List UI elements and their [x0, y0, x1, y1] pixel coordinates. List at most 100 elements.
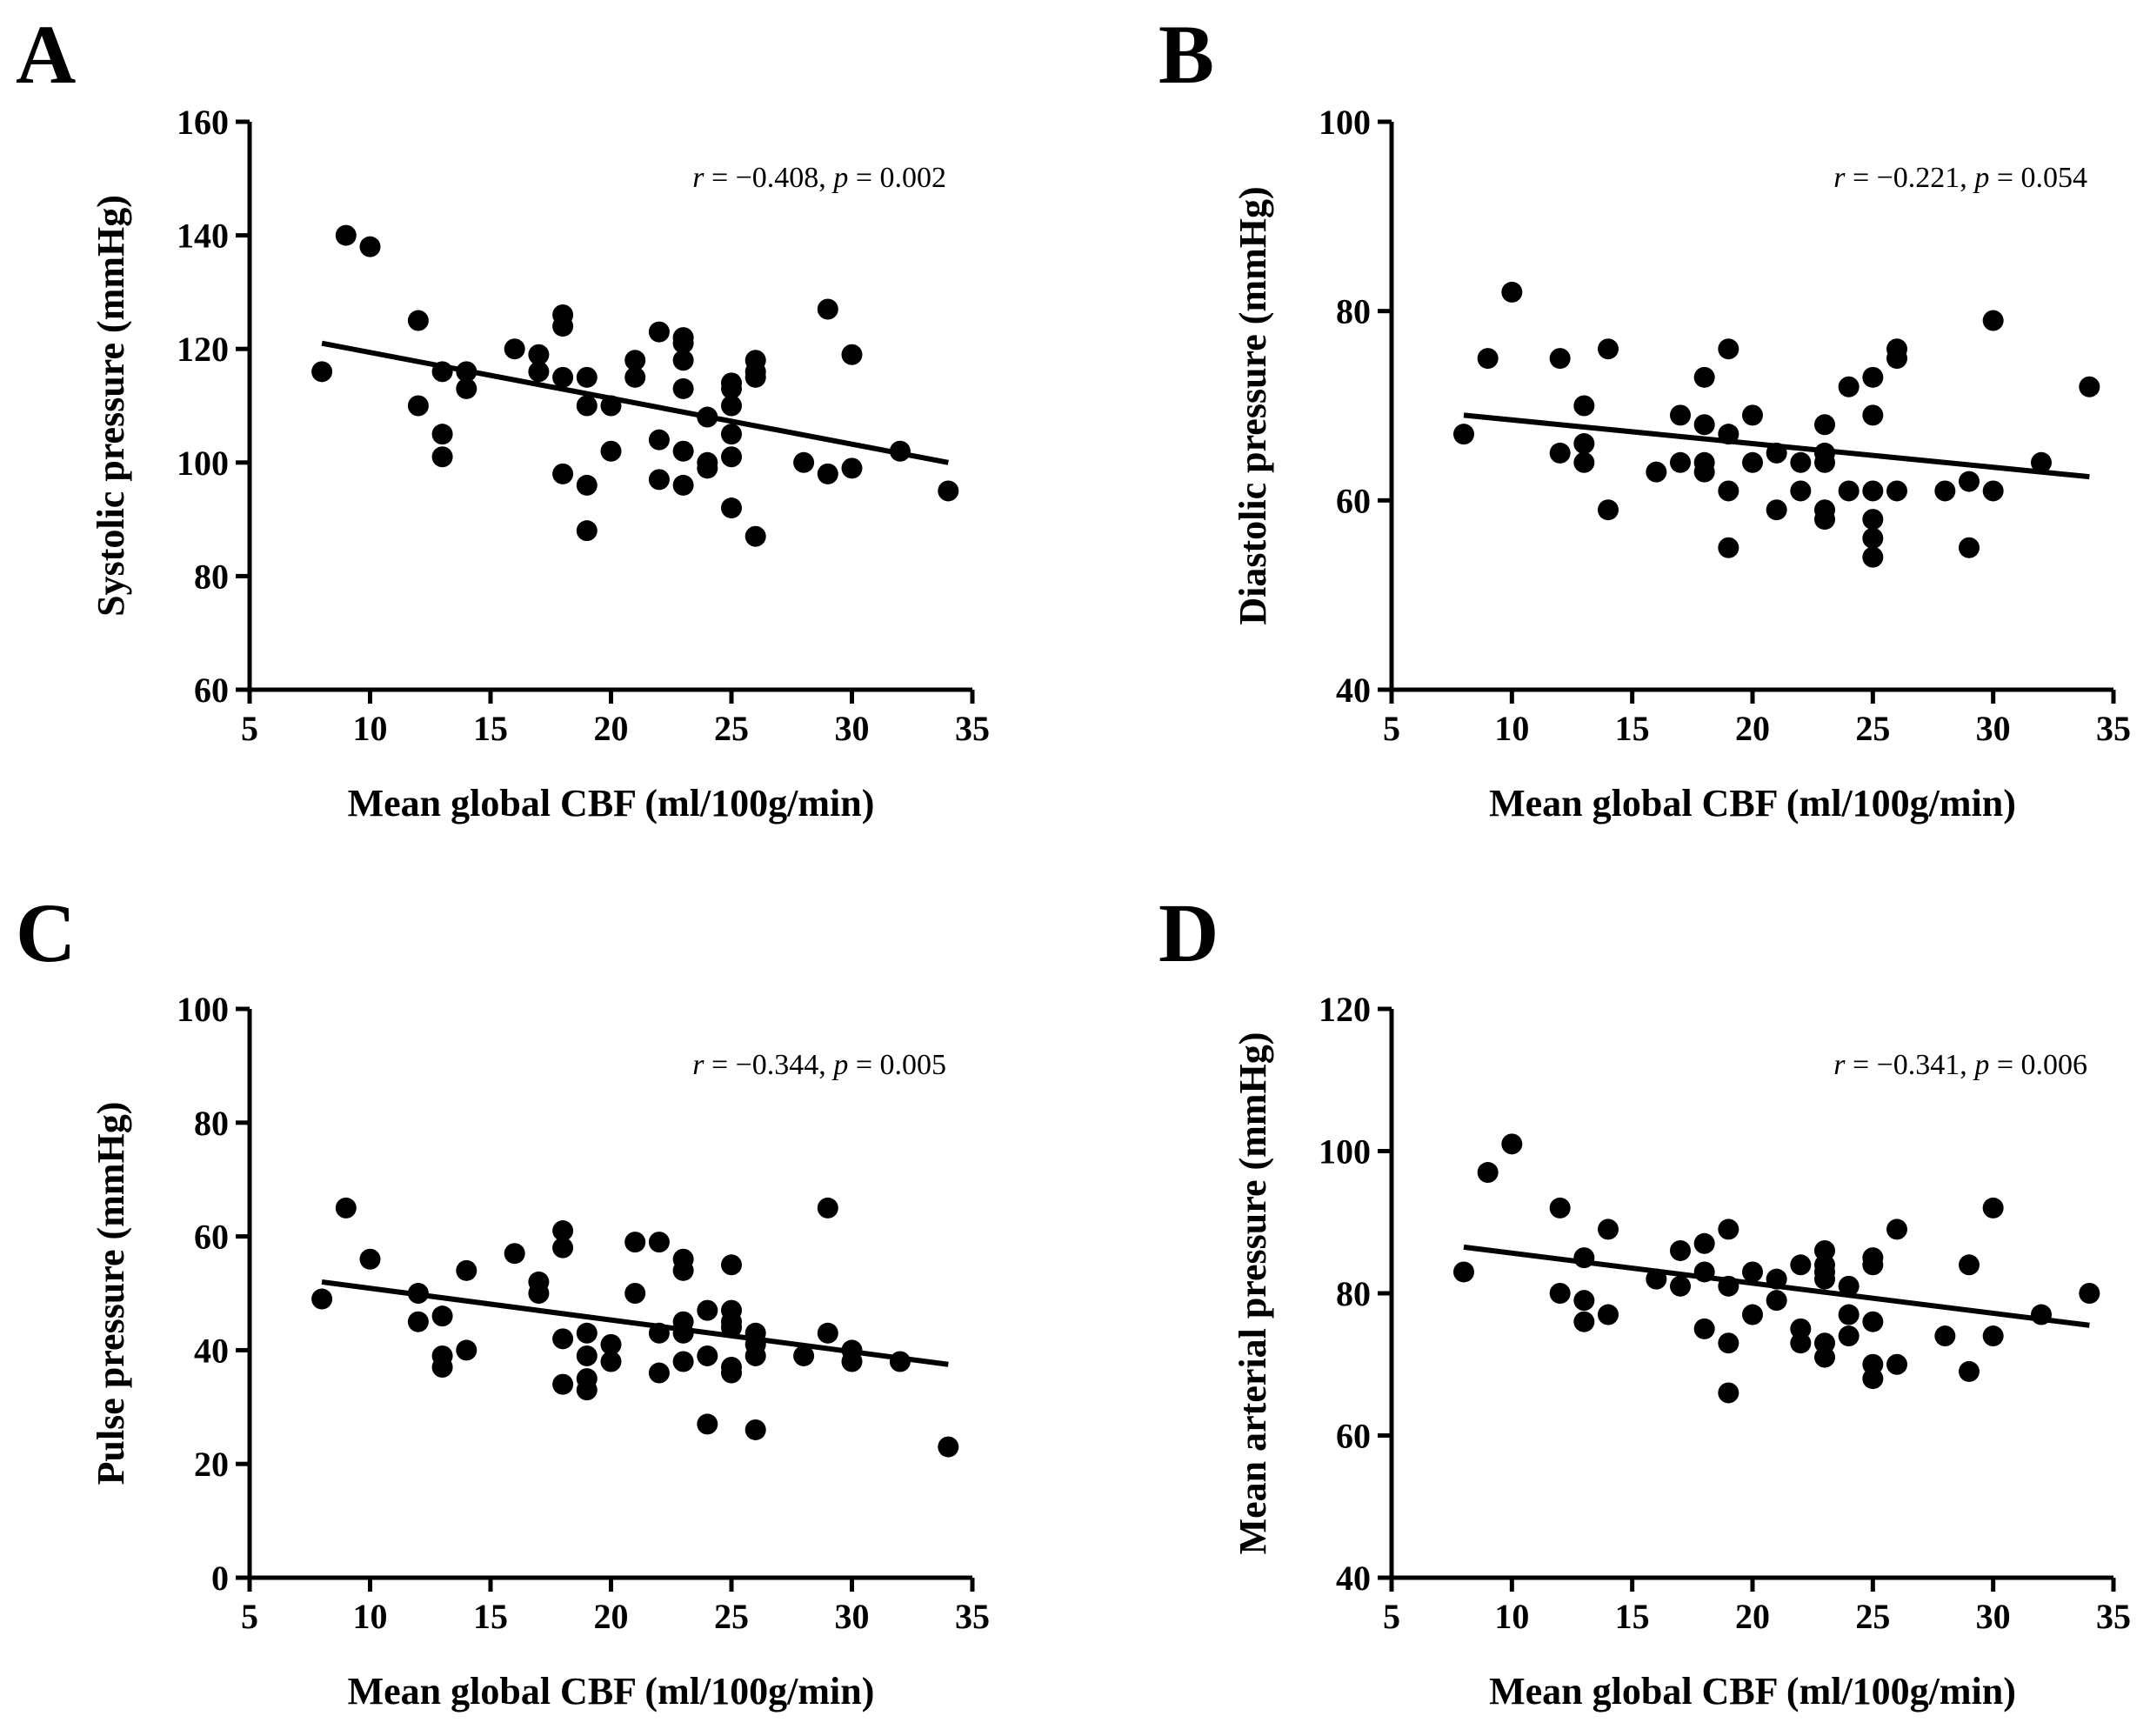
x-tick-label: 5 — [241, 709, 258, 748]
data-point — [672, 440, 694, 462]
data-point — [648, 321, 670, 343]
regression-line — [321, 1279, 949, 1367]
data-point — [431, 1305, 453, 1327]
x-tick-label: 15 — [473, 1597, 508, 1636]
data-point — [1838, 1304, 1860, 1325]
data-point — [1886, 348, 1907, 370]
y-tick-label: 80 — [194, 557, 229, 596]
data-point — [1862, 509, 1884, 531]
stat-r-symbol: r — [692, 162, 704, 194]
x-tick-label: 5 — [1383, 1597, 1400, 1636]
data-point — [1693, 461, 1715, 483]
data-point — [1477, 1162, 1499, 1184]
data-point — [600, 1333, 622, 1355]
x-tick-label: 10 — [1494, 709, 1529, 748]
data-point — [1670, 404, 1691, 426]
regression-line — [321, 340, 949, 465]
data-point — [1934, 480, 1956, 502]
data-point — [1573, 1311, 1595, 1332]
stat-r-symbol: r — [692, 1049, 704, 1081]
stat-annotation: r = −0.341, p = 0.006 — [1833, 1049, 2087, 1081]
data-point — [456, 1339, 477, 1361]
data-point — [1959, 471, 1980, 492]
stat-p-value: = 0.002 — [848, 162, 946, 194]
data-point — [528, 1283, 550, 1304]
data-point — [576, 1345, 598, 1366]
stat-annotation: r = −0.221, p = 0.054 — [1833, 162, 2087, 194]
data-point — [576, 520, 598, 542]
data-point — [1814, 451, 1835, 473]
data-point — [359, 1248, 381, 1270]
data-point — [672, 474, 694, 496]
x-axis-label: Mean global CBF (ml/100g/min) — [1489, 782, 2016, 825]
data-point — [431, 424, 453, 445]
data-point — [1549, 442, 1571, 464]
data-point — [1959, 1254, 1980, 1276]
data-point — [672, 332, 694, 354]
data-point — [672, 377, 694, 399]
stat-r-value: = −0.221, — [1845, 162, 1974, 194]
data-point — [1453, 424, 1474, 445]
panel-a: A 60 80 100 120 140 160 5 10 15 20 25 30 35 Mean globa… — [16, 8, 990, 825]
x-tick-label: 25 — [714, 1597, 749, 1636]
data-point — [1477, 348, 1499, 370]
data-point — [1598, 1219, 1619, 1240]
data-point — [1886, 1353, 1907, 1375]
stat-p-value: = 0.006 — [1989, 1049, 2087, 1081]
y-tick-label: 120 — [1319, 990, 1371, 1029]
data-point — [1573, 433, 1595, 455]
data-point — [1766, 499, 1787, 521]
data-point — [1862, 1368, 1884, 1390]
data-point — [624, 1283, 646, 1304]
data-point — [431, 1357, 453, 1379]
data-point — [817, 1322, 838, 1344]
stat-r-value: = −0.408, — [704, 162, 833, 194]
y-tick-label: 60 — [1336, 481, 1371, 520]
data-point — [841, 457, 863, 479]
x-axis-label: Mean global CBF (ml/100g/min) — [1489, 1670, 2016, 1713]
stat-annotation: r = −0.344, p = 0.005 — [692, 1049, 946, 1081]
data-point — [552, 366, 574, 388]
data-point — [721, 395, 742, 417]
data-point — [1718, 338, 1739, 360]
data-point — [1718, 1382, 1739, 1404]
data-point — [1814, 1268, 1835, 1290]
data-point — [648, 1362, 670, 1384]
data-point — [2031, 451, 2052, 473]
data-point — [938, 1436, 959, 1458]
x-tick-label: 25 — [1855, 709, 1890, 748]
stat-annotation: r = −0.408, p = 0.002 — [692, 162, 946, 194]
x-tick-label: 20 — [594, 709, 629, 748]
data-point — [648, 429, 670, 451]
data-point — [1862, 1311, 1884, 1332]
data-point — [1693, 1232, 1715, 1254]
x-tick-label: 20 — [1735, 709, 1770, 748]
regression-line — [1463, 1244, 2090, 1328]
data-point — [648, 1232, 670, 1253]
data-point — [2079, 1283, 2100, 1304]
data-point — [1742, 404, 1763, 426]
regression-line — [1463, 412, 2090, 480]
data-point — [938, 480, 959, 502]
data-point — [1693, 414, 1715, 436]
x-axis-label: Mean global CBF (ml/100g/min) — [348, 1670, 875, 1713]
data-point — [1598, 338, 1619, 360]
stat-r-symbol: r — [1833, 162, 1846, 194]
data-point — [721, 446, 742, 468]
x-tick-label: 30 — [835, 1597, 870, 1636]
data-point — [697, 1413, 718, 1435]
panel-b: B 40 60 80 100 5 10 15 20 25 30 35 Mean global CBF (… — [1158, 8, 2131, 825]
x-tick-label: 15 — [1615, 1597, 1650, 1636]
y-tick-label: 100 — [177, 990, 229, 1029]
x-tick-label: 10 — [353, 709, 388, 748]
data-point — [1790, 451, 1812, 473]
data-point — [2079, 376, 2100, 397]
y-tick-label: 120 — [177, 330, 229, 369]
data-point — [600, 1351, 622, 1372]
data-point — [721, 1254, 742, 1276]
data-point — [672, 1259, 694, 1281]
data-point — [624, 366, 646, 388]
x-tick-label: 5 — [241, 1597, 258, 1636]
panel-c: C 0 20 40 60 80 100 5 10 15 20 25 30 35 Mean global CB… — [16, 886, 990, 1713]
data-point — [672, 1322, 694, 1344]
